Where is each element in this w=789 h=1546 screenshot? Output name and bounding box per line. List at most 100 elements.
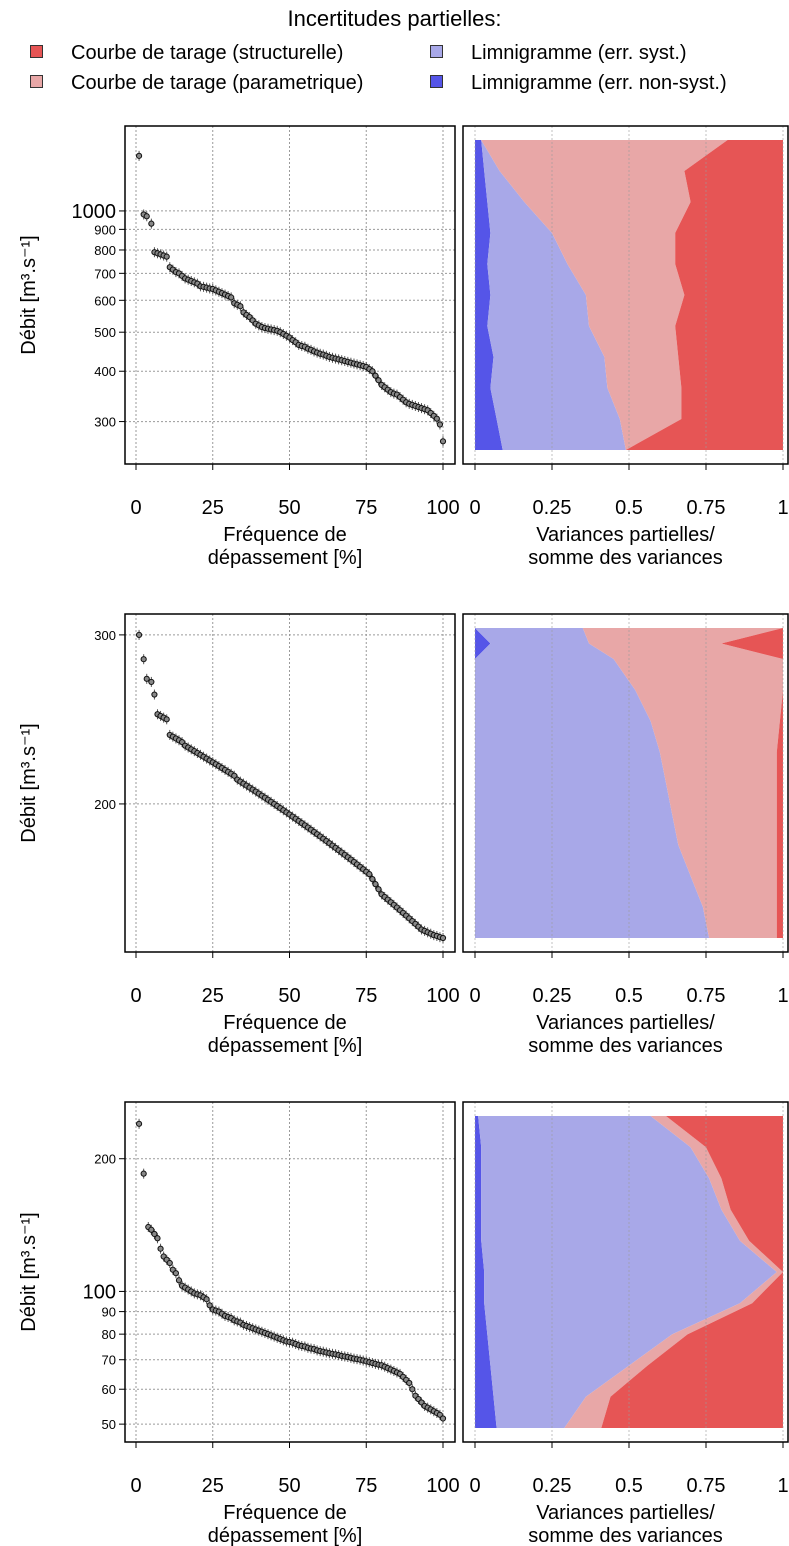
data-point [436, 421, 444, 428]
x-tick-label: 25 [202, 985, 224, 1007]
data-point [439, 438, 447, 445]
y-tick-label: 80 [102, 1327, 116, 1342]
x-axis-label-line1: Fréquence de [223, 1502, 346, 1524]
y-tick-label: 1000 [72, 201, 117, 223]
x-tick-label: 0.75 [687, 497, 726, 519]
area-courbe-de-tarage-parametrique- [481, 140, 728, 450]
legend-item-non-syst: Limnigramme (err. non-syst.) [430, 72, 727, 95]
legend-title: Incertitudes partielles: [287, 6, 502, 31]
data-point [366, 871, 373, 878]
area-limnigramme-err-syst- [481, 140, 626, 450]
legend-label-syst: Limnigramme (err. syst.) [471, 42, 687, 64]
legend-item-structurelle: Courbe de tarage (structurelle) [30, 42, 343, 65]
x-tick-label: 50 [278, 985, 300, 1007]
data-point [237, 303, 244, 310]
data-point [143, 675, 150, 682]
x-tick-label: 0 [469, 1475, 480, 1497]
y-tick-label: 900 [94, 222, 116, 237]
y-tick-label: 100 [83, 1281, 116, 1303]
area-courbe-de-tarage-structurelle- [721, 628, 783, 938]
data-point [140, 1170, 147, 1177]
data-point [148, 220, 155, 227]
legend-label-non-syst: Limnigramme (err. non-syst.) [471, 72, 727, 94]
x-tick-label: 0 [130, 1475, 141, 1497]
chart-bottom-right: 0 0.25 0.5 0.75 1 Variances partielles/somme … [462, 1101, 789, 1546]
x-tick-label: 75 [355, 1475, 377, 1497]
x-axis-label-line1: Variances partielles/ [536, 1012, 715, 1034]
data-point [439, 1415, 447, 1422]
y-tick-label: 200 [94, 1152, 116, 1167]
x-axis-label-line2: somme des variances [528, 1035, 723, 1057]
x-axis-label-line2: somme des variances [528, 1525, 723, 1546]
data-point [166, 1259, 173, 1267]
y-tick-label: 700 [94, 266, 116, 281]
x-tick-label: 100 [426, 1475, 459, 1497]
legend-label-structurelle: Courbe de tarage (structurelle) [71, 42, 344, 64]
y-tick-label: 300 [94, 628, 116, 643]
data-point [172, 1270, 180, 1277]
legend-item-syst: Limnigramme (err. syst.) [430, 42, 687, 65]
data-point [203, 1296, 210, 1303]
legend-swatch-structurelle [30, 45, 43, 58]
data-point [369, 876, 376, 883]
x-tick-label: 0.25 [533, 985, 572, 1007]
x-axis-label-line2: dépassement [%] [208, 547, 363, 569]
data-point [433, 415, 440, 422]
x-axis-label-line1: Fréquence de [223, 1012, 346, 1034]
chart-top-right: 0 0.25 0.5 0.75 1 Variances partielles/somme … [462, 125, 789, 569]
data-point [372, 881, 379, 888]
data-point [175, 1277, 183, 1284]
x-tick-label: 0.5 [615, 497, 643, 519]
x-tick-label: 1 [777, 985, 788, 1007]
data-point [409, 1386, 416, 1393]
x-tick-label: 50 [278, 1475, 300, 1497]
y-tick-label: 90 [102, 1305, 116, 1320]
x-tick-label: 0 [469, 985, 480, 1007]
x-tick-label: 1 [777, 497, 788, 519]
x-axis-label-line1: Variances partielles/ [536, 1502, 715, 1524]
x-tick-label: 75 [355, 497, 377, 519]
x-tick-label: 100 [426, 985, 459, 1007]
x-tick-label: 75 [355, 985, 377, 1007]
data-point [143, 213, 150, 220]
data-point [135, 1120, 143, 1127]
x-tick-label: 25 [202, 1475, 224, 1497]
x-tick-label: 25 [202, 497, 224, 519]
data-point [157, 1245, 164, 1252]
plot-frame [462, 613, 789, 953]
x-axis-label-line1: Variances partielles/ [536, 524, 715, 546]
legend-label-parametrique: Courbe de tarage (parametrique) [71, 72, 364, 94]
data-point [154, 1235, 161, 1242]
x-axis-label-line2: dépassement [%] [208, 1035, 363, 1057]
chart-bottom-left: 50 60 70 80 90 100 200 0 25 50 75 100 Fréquence dedé… [18, 1101, 460, 1546]
x-tick-label: 0 [130, 497, 141, 519]
y-axis-label: Débit [m³.s⁻¹] [18, 235, 40, 354]
x-axis-label-line1: Fréquence de [223, 524, 346, 546]
y-axis-label: Débit [m³.s⁻¹] [18, 723, 40, 842]
x-tick-label: 0.25 [533, 1475, 572, 1497]
y-tick-label: 200 [94, 797, 116, 812]
chart-middle-right: 0 0.25 0.5 0.75 1 Variances partielles/somme … [462, 613, 789, 1057]
x-tick-label: 0.25 [533, 497, 572, 519]
x-tick-label: 1 [777, 1475, 788, 1497]
data-point [151, 691, 158, 698]
area-courbe-de-tarage-structurelle- [601, 1116, 783, 1428]
y-axis-label: Débit [m³.s⁻¹] [18, 1212, 40, 1331]
data-point [406, 1379, 413, 1387]
area-courbe-de-tarage-parametrique- [582, 628, 783, 938]
data-point [439, 934, 447, 942]
y-tick-label: 300 [94, 415, 116, 430]
plot-frame [462, 125, 789, 465]
area-limnigramme-err-non-syst- [475, 140, 503, 450]
area-limnigramme-err-non-syst- [475, 1116, 497, 1428]
y-tick-label: 800 [94, 243, 116, 258]
data-point [163, 716, 170, 723]
x-axis-label-line2: dépassement [%] [208, 1525, 363, 1546]
legend-swatch-non-syst [430, 75, 443, 88]
chart-middle-left: 200 300 0 25 50 75 100 Fréquence dedépassement … [18, 613, 460, 1057]
x-tick-label: 100 [426, 497, 459, 519]
data-point [228, 294, 235, 301]
data-point [375, 886, 382, 893]
y-tick-label: 50 [102, 1417, 116, 1432]
